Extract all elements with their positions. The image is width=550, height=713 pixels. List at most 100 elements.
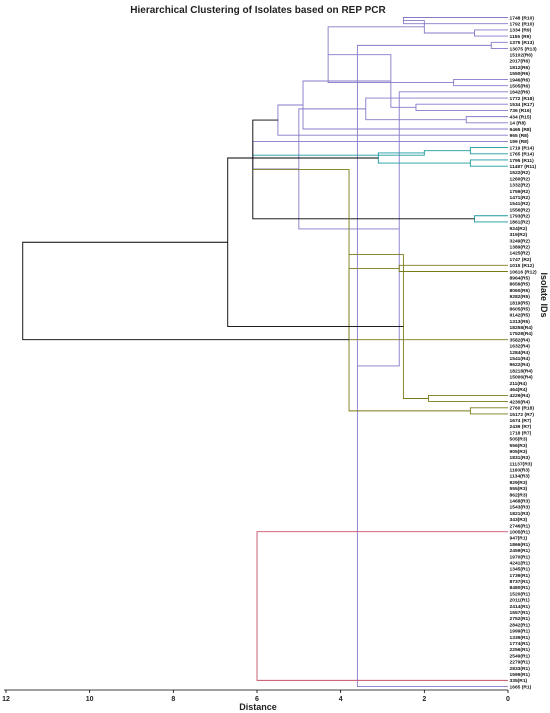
leaf-label: 4229(R4)	[510, 393, 531, 399]
leaf-label: 555(R3)	[510, 486, 528, 492]
y-axis-label: Isolate IDs	[539, 272, 549, 317]
leaf-label: 1831(R3)	[510, 455, 531, 461]
leaf-label: 1015 (R12)	[510, 263, 535, 269]
x-axis-label: Distance	[239, 702, 277, 712]
leaf-label: 17528(R4)	[510, 331, 533, 337]
dendrogram-link	[469, 147, 508, 155]
leaf-label: 1334 (R9)	[510, 28, 532, 34]
leaf-label: 929(R3)	[510, 480, 528, 486]
leaf-label: 9465 (R8)	[510, 127, 532, 133]
dendrogram-link	[465, 116, 508, 124]
leaf-label: 862(R3)	[510, 492, 528, 498]
leaf-label: 736 (R16)	[510, 108, 532, 114]
leaf-label: 1520(R1)	[510, 591, 531, 597]
dendrogram-link	[474, 29, 508, 37]
leaf-label: 1425(R2)	[510, 251, 531, 257]
leaf-label: 1541(R2)	[510, 201, 531, 207]
leaf-label: 1821(R3)	[510, 511, 531, 517]
dendrogram-link	[398, 264, 508, 272]
leaf-label: 1155 (R9)	[510, 34, 532, 40]
leaf-label: 434 (R15)	[510, 114, 532, 120]
leaf-label: 1522(R2)	[510, 170, 531, 176]
leaf-label: 947(R1)	[510, 536, 528, 542]
leaf-label: 1772 (R18)	[510, 96, 535, 102]
leaf-label: 556(R3)	[510, 443, 528, 449]
leaf-label: 10616 (R12)	[510, 269, 538, 275]
leaf-label: 2752(R1)	[510, 616, 531, 622]
leaf-label: 13075 (R13)	[510, 46, 538, 52]
leaf-label: 343(R3)	[510, 517, 528, 523]
leaf-label: 1759(R2)	[510, 189, 531, 195]
leaf-label: 1550(R6)	[510, 71, 531, 77]
x-tick-label: 6	[255, 696, 259, 703]
dendrogram-link	[474, 215, 508, 223]
dendrogram-link	[22, 241, 350, 341]
dendrogram-link	[227, 157, 404, 327]
leaf-label: 8737(R1)	[510, 579, 531, 585]
x-tick-label: 2	[422, 696, 426, 703]
leaf-label: 1005(R1)	[510, 529, 531, 535]
leaf-label: 1795 (R11)	[510, 158, 535, 164]
leaf-label: 1468(R3)	[510, 499, 531, 505]
leaf-label: 1774(R1)	[510, 641, 531, 647]
dendrogram-link	[252, 150, 471, 156]
leaf-label: 4241(R1)	[510, 560, 531, 566]
dendrogram-link	[428, 394, 508, 403]
dendrogram-link	[349, 254, 429, 399]
leaf-label: 8060(R5)	[510, 288, 531, 294]
x-axis-ticks: 12 10 8 6 4 2 0	[2, 690, 510, 703]
chart-title: Hierarchical Clustering of Isolates base…	[130, 5, 386, 16]
leaf-label: 8656(R5)	[510, 282, 531, 288]
dendrogram-links	[22, 17, 508, 688]
leaf-label: 8964(R5)	[510, 275, 531, 281]
leaf-label: 8480(R1)	[510, 585, 531, 591]
leaf-label: 8605(R5)	[510, 306, 531, 312]
leaf-label: 1674 (R7)	[510, 418, 532, 424]
leaf-label: 1739(R1)	[510, 573, 531, 579]
leaf-label: 15006(R4)	[510, 375, 533, 381]
leaf-label: 1642(R6)	[510, 90, 531, 96]
leaf-label: 2256(R1)	[510, 647, 531, 653]
leaf-label: 1339(R1)	[510, 635, 531, 641]
x-tick-label: 8	[171, 696, 175, 703]
dendrogram-link	[302, 80, 508, 130]
leaf-labels: 1748 (R10)1792 (R10)1334 (R9)1155 (R9)13…	[510, 15, 538, 690]
leaf-label: 1557(R1)	[510, 610, 531, 616]
leaf-label: 1792 (R10)	[510, 21, 535, 27]
leaf-label: 2439 (R7)	[510, 424, 532, 430]
leaf-label: 1718 (R7)	[510, 430, 532, 436]
leaf-label: 15102(R6)	[510, 52, 533, 58]
leaf-label: 1505(R6)	[510, 83, 531, 89]
leaf-label: 2833(R1)	[510, 666, 531, 672]
leaf-label: 2017(R6)	[510, 59, 531, 65]
leaf-label: 1812(R6)	[510, 65, 531, 71]
dendrogram-link	[252, 169, 508, 341]
dendrogram-link	[377, 152, 471, 164]
leaf-label: 1999(R1)	[510, 629, 531, 635]
leaf-label: 1260(R2)	[510, 176, 531, 182]
leaf-label: 1471(R2)	[510, 195, 531, 201]
leaf-label: 1866(R1)	[510, 542, 531, 548]
leaf-label: 1541(R4)	[510, 356, 531, 362]
leaf-label: 18218(R4)	[510, 368, 533, 374]
leaf-label: 9142(R5)	[510, 313, 531, 319]
dendrogram-link	[328, 54, 416, 108]
dendrogram-link	[469, 159, 508, 167]
leaf-label: 15172 (R7)	[510, 412, 535, 418]
leaf-label: 3582(R4)	[510, 337, 531, 343]
leaf-label: 1284(R4)	[510, 350, 531, 356]
leaf-label: 335(R1)	[510, 678, 528, 684]
x-tick-label: 10	[86, 696, 94, 703]
leaf-label: 1375 (R13)	[510, 40, 535, 46]
leaf-label: 1389(R2)	[510, 245, 531, 251]
x-tick-label: 12	[2, 696, 10, 703]
leaf-label: 3249(R2)	[510, 238, 531, 244]
leaf-label: 9622(R4)	[510, 362, 531, 368]
leaf-label: 1534 (R17)	[510, 102, 535, 108]
leaf-label: 1970(R1)	[510, 554, 531, 560]
leaf-label: 4230(R4)	[510, 399, 531, 405]
leaf-label: 1134(R3)	[510, 474, 530, 480]
leaf-label: 924(R2)	[510, 226, 528, 232]
dendrogram-link	[365, 97, 508, 121]
leaf-label: 1793(R2)	[510, 214, 531, 220]
